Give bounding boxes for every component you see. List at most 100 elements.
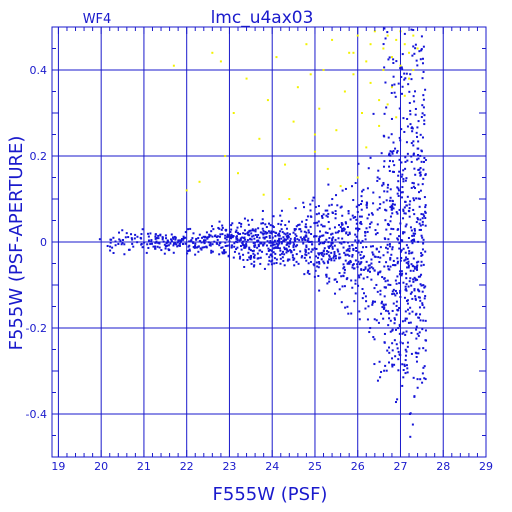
data-point bbox=[347, 233, 350, 236]
data-point bbox=[364, 266, 367, 269]
data-point bbox=[354, 239, 357, 242]
data-point bbox=[416, 268, 419, 271]
data-point bbox=[409, 306, 412, 309]
data-point bbox=[316, 265, 319, 268]
data-point-secondary bbox=[378, 99, 381, 102]
data-point bbox=[413, 234, 416, 237]
data-point bbox=[210, 249, 213, 252]
data-point-secondary bbox=[395, 38, 398, 41]
data-point bbox=[419, 166, 422, 169]
data-point bbox=[165, 237, 168, 240]
data-point bbox=[219, 233, 222, 236]
data-point bbox=[278, 237, 281, 240]
data-point bbox=[420, 160, 423, 163]
data-point bbox=[259, 256, 262, 259]
data-point bbox=[406, 367, 409, 370]
data-point bbox=[409, 435, 412, 438]
data-point bbox=[419, 378, 422, 381]
data-point bbox=[421, 223, 424, 226]
data-point bbox=[366, 230, 369, 233]
data-point bbox=[371, 303, 374, 306]
data-point bbox=[354, 215, 357, 218]
data-point bbox=[404, 319, 407, 322]
data-point bbox=[140, 233, 143, 236]
data-point bbox=[401, 239, 404, 242]
data-point bbox=[242, 243, 245, 246]
data-point bbox=[319, 252, 322, 255]
data-point bbox=[326, 231, 329, 234]
data-point bbox=[304, 249, 307, 252]
data-point bbox=[161, 238, 164, 241]
data-point bbox=[359, 273, 362, 276]
data-point bbox=[424, 206, 427, 209]
data-point bbox=[249, 238, 252, 241]
data-point bbox=[404, 179, 407, 182]
data-point bbox=[226, 244, 229, 247]
data-point bbox=[425, 339, 428, 342]
data-point bbox=[236, 239, 239, 242]
data-point bbox=[402, 247, 405, 250]
data-point bbox=[378, 260, 381, 263]
data-point bbox=[251, 228, 254, 231]
data-point bbox=[324, 231, 327, 234]
data-point bbox=[339, 256, 342, 259]
data-point bbox=[340, 275, 343, 278]
data-point bbox=[418, 296, 421, 299]
data-point bbox=[404, 317, 407, 320]
data-point bbox=[370, 212, 373, 215]
data-point bbox=[376, 223, 379, 226]
data-point-secondary bbox=[185, 189, 188, 192]
data-point bbox=[423, 156, 426, 159]
data-point bbox=[284, 233, 287, 236]
data-point bbox=[305, 234, 308, 237]
data-point bbox=[323, 253, 326, 256]
data-point bbox=[396, 275, 399, 278]
data-point bbox=[395, 282, 398, 285]
data-point bbox=[371, 213, 374, 216]
data-point bbox=[376, 179, 379, 182]
data-point bbox=[256, 246, 259, 249]
data-point bbox=[326, 260, 329, 263]
data-point bbox=[112, 236, 115, 239]
data-point bbox=[252, 265, 255, 268]
data-point bbox=[287, 236, 290, 239]
data-point bbox=[194, 242, 197, 245]
data-point bbox=[261, 250, 264, 253]
data-point bbox=[198, 240, 201, 243]
data-point-secondary bbox=[403, 94, 406, 97]
data-point bbox=[406, 345, 409, 348]
data-point bbox=[393, 318, 396, 321]
data-point-secondary bbox=[390, 86, 393, 89]
data-point bbox=[286, 249, 289, 252]
data-point bbox=[372, 202, 375, 205]
data-point bbox=[123, 253, 126, 256]
data-point bbox=[333, 244, 336, 247]
data-point bbox=[264, 230, 267, 233]
data-point bbox=[285, 235, 288, 238]
data-point bbox=[369, 327, 372, 330]
data-point bbox=[398, 323, 401, 326]
data-point bbox=[317, 220, 320, 223]
data-point bbox=[333, 226, 336, 229]
data-point bbox=[402, 209, 405, 212]
data-point bbox=[118, 238, 121, 241]
data-point bbox=[412, 45, 415, 48]
data-point bbox=[292, 244, 295, 247]
data-point bbox=[287, 258, 290, 261]
data-point bbox=[262, 229, 265, 232]
data-point bbox=[233, 245, 236, 248]
chip-label: WF4 bbox=[83, 12, 112, 27]
data-point bbox=[319, 242, 322, 245]
data-point-secondary bbox=[348, 51, 351, 54]
data-point bbox=[211, 250, 214, 253]
data-point bbox=[165, 242, 168, 245]
data-point bbox=[398, 247, 401, 250]
data-point bbox=[294, 228, 297, 231]
data-point bbox=[157, 241, 160, 244]
data-point bbox=[243, 245, 246, 248]
data-point bbox=[202, 240, 205, 243]
data-point bbox=[402, 281, 405, 284]
data-point bbox=[392, 264, 395, 267]
data-point bbox=[417, 260, 420, 263]
data-point bbox=[410, 186, 413, 189]
